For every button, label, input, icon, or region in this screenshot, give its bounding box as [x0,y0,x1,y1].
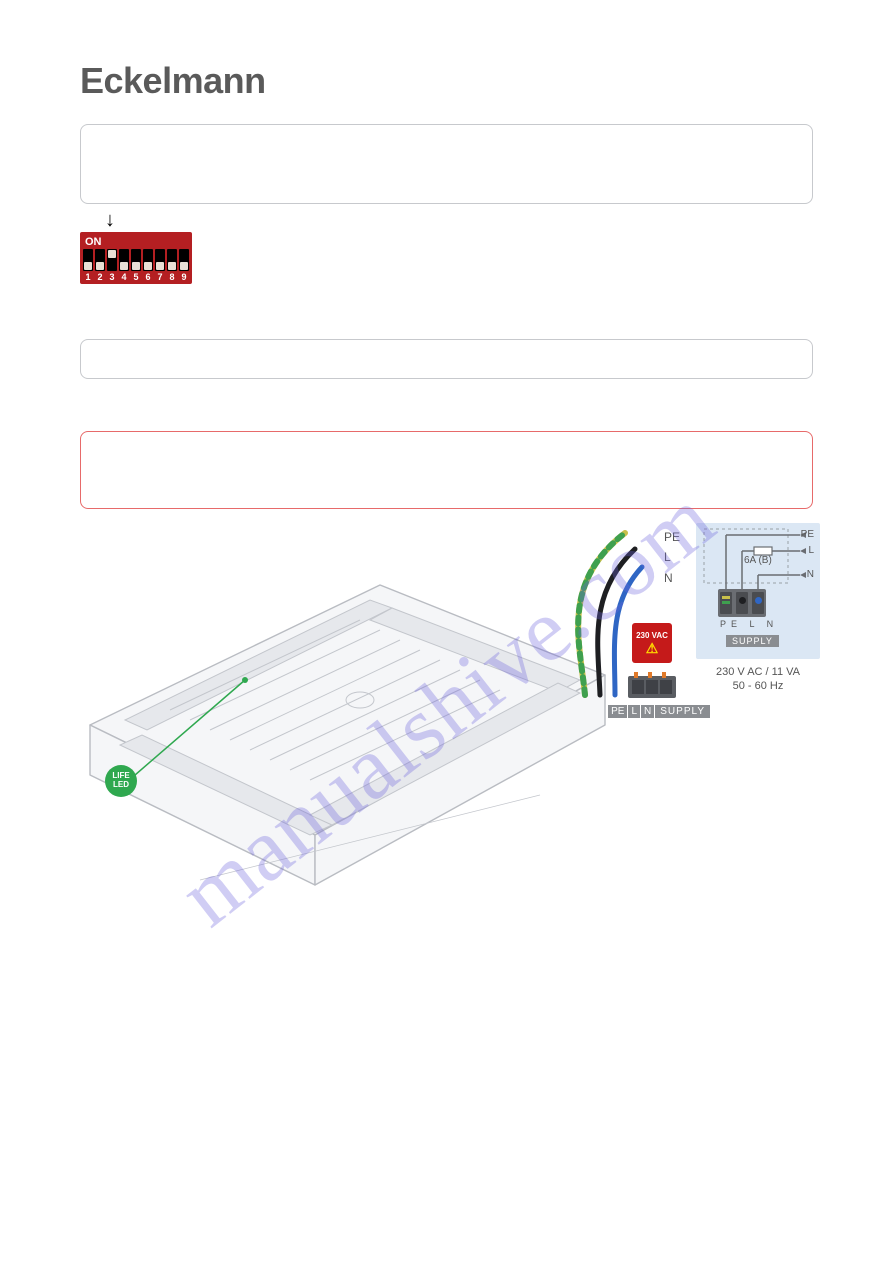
schematic-box: PE L N 6A (B) PE L N SUPPLY [696,523,820,659]
sch-caption-line1: 230 V AC / 11 VA [696,665,820,679]
dip-slot-7 [155,249,165,271]
info-box-2 [80,339,813,379]
sch-fuse-label: 6A (B) [744,555,772,566]
dip-slot-1 [83,249,93,271]
dip-number-1: 1 [83,272,93,282]
supply-connector-plug [626,670,678,702]
sch-label-pe: PE [801,529,814,540]
dip-slot-2 [95,249,105,271]
dip-slot-9 [179,249,189,271]
dip-number-9: 9 [179,272,189,282]
mains-voltage-warning-badge: 230 VAC ⚠ [632,623,672,663]
wire-labels-group: PE L N [664,527,680,588]
wire-label-n: N [664,568,680,588]
sch-label-l: L [808,545,814,556]
dip-slot-8 [167,249,177,271]
sch-terminal-block [718,589,766,617]
supply-schematic-panel: PE L N 6A (B) PE L N SUPPLY 230 V AC / 1… [696,523,820,723]
wire-label-pe: PE [664,527,680,547]
sch-caption: 230 V AC / 11 VA 50 - 60 Hz [696,665,820,694]
dip-slot-5 [131,249,141,271]
dip-switch-diagram: ↓ ON 123456789 [80,232,813,285]
dip-number-4: 4 [119,272,129,282]
dip-switch-body: ON 123456789 [80,232,192,284]
sch-label-n: N [807,569,814,580]
dip-number-7: 7 [155,272,165,282]
supply-terminal-labels: PE L N SUPPLY [608,705,710,718]
warning-box [80,431,813,509]
sch-supply-tag: SUPPLY [726,635,779,647]
term-label-n: N [641,705,654,718]
dip-number-5: 5 [131,272,141,282]
dip-slot-4 [119,249,129,271]
sch-term-labels: PE L N [720,619,778,629]
dip-slot-3 [107,249,117,271]
wiring-diagram: LIFE LED PE L N 230 VAC ⚠ [80,535,810,955]
vac-text: 230 VAC [636,631,668,640]
term-label-l: L [628,705,640,718]
dip-number-3: 3 [107,272,117,282]
brand-title: Eckelmann [80,60,813,102]
dip-number-2: 2 [95,272,105,282]
life-led-label: LIFE LED [112,772,129,790]
info-box-1 [80,124,813,204]
dip-on-label: ON [85,236,189,248]
dip-slot-6 [143,249,153,271]
dip-number-6: 6 [143,272,153,282]
dip-arrow-icon: ↓ [105,210,115,230]
dip-number-8: 8 [167,272,177,282]
life-led-leader-line [135,675,285,795]
life-led-badge: LIFE LED [105,765,137,797]
warning-triangle-icon: ⚠ [646,641,659,655]
sch-caption-line2: 50 - 60 Hz [696,679,820,693]
wire-label-l: L [664,547,680,567]
term-label-pe: PE [608,705,627,718]
